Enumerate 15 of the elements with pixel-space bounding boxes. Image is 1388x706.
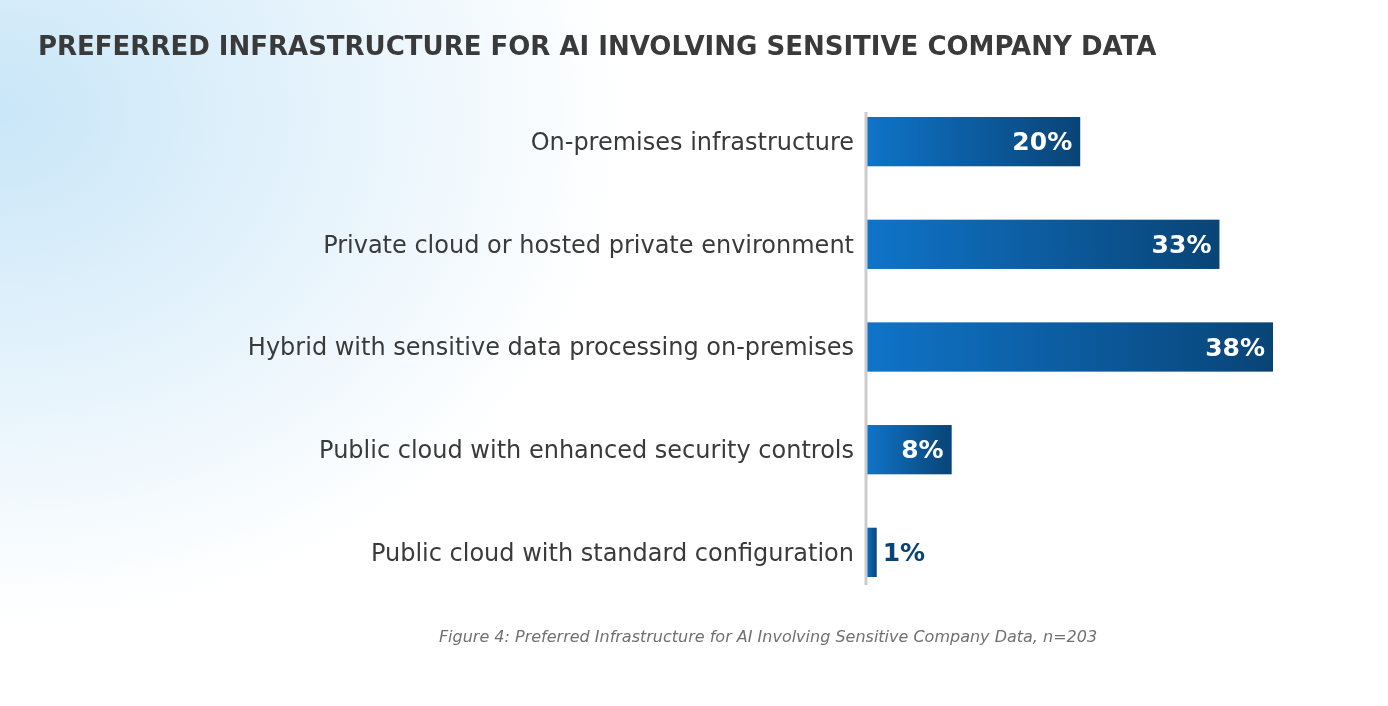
- data-label: 8%: [901, 435, 944, 465]
- y-tick-label: On-premises infrastructure: [530, 128, 854, 157]
- data-label: 20%: [1012, 127, 1073, 157]
- y-tick-label: Public cloud with standard configuration: [370, 538, 854, 567]
- y-tick-label: Hybrid with sensitive data processing on-premises: [247, 333, 854, 362]
- bar: [866, 322, 1273, 372]
- data-label: 33%: [1151, 230, 1212, 260]
- bar: [866, 117, 1081, 167]
- y-tick-label: Public cloud with enhanced security controls: [319, 436, 854, 465]
- bar: [866, 219, 1220, 269]
- caption: Figure 4: Preferred Infrastructure for AI Involving Sensitive Company Data, n=203: [438, 627, 1098, 646]
- y-tick-label: Private cloud or hosted private environment: [323, 230, 854, 259]
- data-label: 1%: [882, 538, 926, 568]
- data-label: 38%: [1205, 332, 1265, 362]
- text: PREFERRED INFRASTRUCTURE FOR AI INVOLVING SENSITIVE COMPANY DATA: [38, 31, 1157, 61]
